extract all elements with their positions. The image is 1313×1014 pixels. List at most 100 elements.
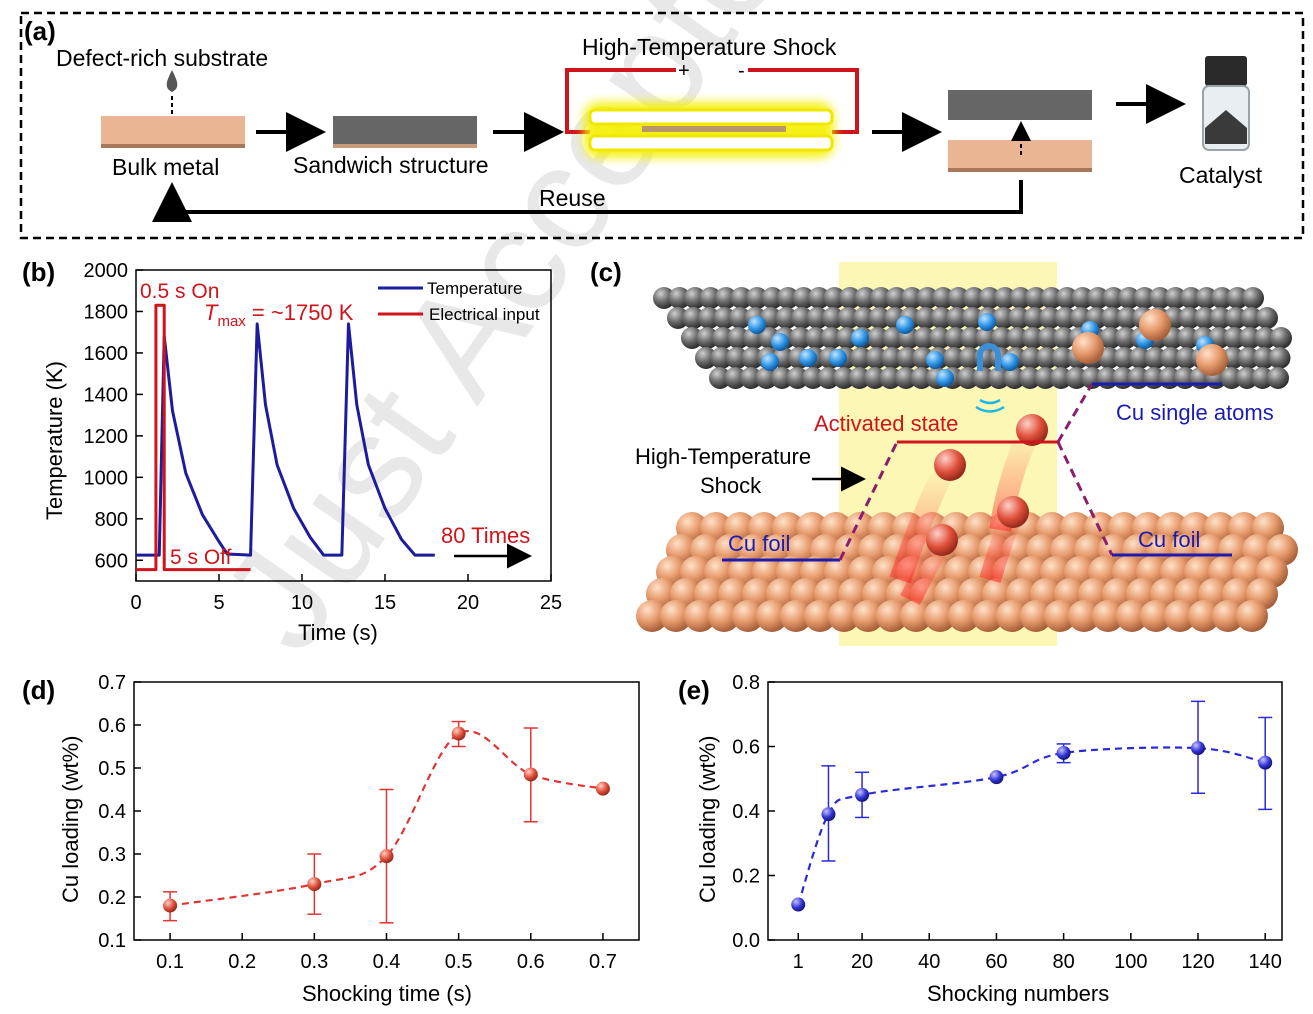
substrate-atom bbox=[741, 347, 764, 369]
y-tick-label: 0.5 bbox=[98, 758, 126, 780]
substrate-atom bbox=[1226, 287, 1249, 309]
substrate-atom bbox=[867, 327, 889, 349]
data-point bbox=[989, 770, 1004, 785]
substrate-atom bbox=[916, 287, 939, 309]
y-tick-label: 800 bbox=[95, 509, 128, 531]
substrate-atom bbox=[901, 287, 923, 309]
substrate-atom bbox=[1008, 307, 1030, 329]
x-tick-label: 40 bbox=[918, 951, 940, 973]
substrate-atom bbox=[1113, 347, 1136, 369]
substrate-atom bbox=[1223, 327, 1246, 349]
substrate-atom bbox=[910, 367, 933, 389]
substrate-atom bbox=[712, 327, 734, 349]
substrate-atom bbox=[848, 367, 871, 389]
hts-label-line2: Shock bbox=[700, 473, 762, 498]
data-point bbox=[451, 726, 466, 741]
x-tick-label: 140 bbox=[1249, 951, 1282, 973]
substrate-atom bbox=[1025, 287, 1047, 309]
substrate-atom bbox=[820, 327, 843, 349]
substrate-atom bbox=[1253, 347, 1275, 369]
substrate-atom bbox=[885, 287, 908, 309]
x-tick-label: 120 bbox=[1181, 951, 1214, 973]
panel-b-label: (b) bbox=[22, 257, 55, 287]
cu-foil-atom bbox=[852, 600, 884, 632]
substrate-atom bbox=[1019, 367, 1041, 389]
substrate-atom bbox=[868, 307, 891, 329]
substrate-atom bbox=[1251, 367, 1274, 389]
y-tick-label: 0.8 bbox=[732, 672, 760, 694]
substrate-atom bbox=[850, 347, 872, 369]
substrate-atom bbox=[682, 307, 705, 329]
substrate-atom bbox=[755, 367, 778, 389]
substrate-atom bbox=[1020, 347, 1043, 369]
substrate-atom bbox=[1178, 307, 1201, 329]
panel-b: (b) 0 5 10 15 20 25 600 800 1000 1200 1400 1600 1800… bbox=[22, 257, 562, 645]
hts-title: High-Temperature Shock bbox=[582, 34, 837, 60]
bulk-metal-block bbox=[101, 116, 245, 146]
substrate-atom bbox=[681, 327, 703, 349]
minus-sign: - bbox=[738, 60, 745, 82]
fit-curve bbox=[169, 730, 604, 907]
x-tick-label: 100 bbox=[1114, 951, 1147, 973]
substrate-atom bbox=[1175, 347, 1198, 369]
x-tick-label: 80 bbox=[1053, 951, 1075, 973]
substrate-atom bbox=[1037, 327, 1060, 349]
cu-foil-atom bbox=[828, 600, 860, 632]
substrate-atom bbox=[1211, 287, 1233, 309]
cu-foil-atom bbox=[1236, 600, 1268, 632]
defect-site bbox=[978, 313, 996, 331]
substrate-atom bbox=[988, 367, 1010, 389]
panel-a: (a) Defect-rich substrate Bulk metal San… bbox=[19, 11, 1305, 240]
cu-foil-atom bbox=[732, 600, 764, 632]
substrate-atom bbox=[715, 287, 737, 309]
y-tick-label: 1200 bbox=[84, 426, 129, 448]
substrate-atom bbox=[929, 327, 951, 349]
y-tick-label: 0.0 bbox=[732, 930, 760, 952]
droplet-icon bbox=[166, 70, 178, 92]
fit-curve bbox=[797, 746, 1266, 905]
substrate-atom bbox=[653, 287, 675, 309]
substrate-atom bbox=[1220, 367, 1243, 389]
chart-b-frame bbox=[135, 269, 552, 582]
data-point bbox=[523, 767, 538, 782]
catalyst-label: Catalyst bbox=[1179, 162, 1263, 188]
chart-b-axes: 0 5 10 15 20 25 600 800 1000 1200 1400 1600 1800 2000 bbox=[84, 260, 563, 614]
substrate-atom bbox=[837, 307, 860, 329]
substrate-atom bbox=[1053, 327, 1075, 349]
substrate-atom bbox=[1102, 287, 1125, 309]
substrate-atom bbox=[978, 287, 1001, 309]
substrate-atom bbox=[775, 307, 798, 329]
substrate-atom bbox=[1003, 367, 1026, 389]
series-temperature bbox=[136, 322, 435, 557]
cu-foil-atom bbox=[948, 600, 980, 632]
cu-foil-atom bbox=[1044, 600, 1076, 632]
x-tick-label: 20 bbox=[457, 592, 479, 614]
cu-foil-atom bbox=[1188, 600, 1220, 632]
substrate-atom bbox=[946, 307, 968, 329]
substrate-atom bbox=[1177, 327, 1199, 349]
substrate-atom bbox=[786, 367, 809, 389]
substrate-atom bbox=[1098, 347, 1120, 369]
cu-foil-atom bbox=[1116, 600, 1148, 632]
hts-plate-top bbox=[588, 108, 834, 126]
y-tick-label: 1600 bbox=[84, 343, 129, 365]
substrate-atom bbox=[958, 347, 981, 369]
substrate-atom bbox=[806, 307, 829, 329]
substrate-atom bbox=[1267, 367, 1289, 389]
substrate-atom bbox=[961, 307, 984, 329]
substrate-atom bbox=[1144, 347, 1167, 369]
panel-a-frame bbox=[19, 11, 1305, 240]
substrate-atom bbox=[1118, 287, 1140, 309]
cu-foil-atom bbox=[924, 600, 956, 632]
cu-single-atom bbox=[1139, 309, 1171, 341]
substrate-atom bbox=[805, 327, 827, 349]
substrate-atom bbox=[1039, 307, 1061, 329]
substrate-atom bbox=[960, 327, 982, 349]
y-tick-label: 2000 bbox=[84, 260, 129, 282]
substrate-atom bbox=[1194, 307, 1216, 329]
y-tick-label: 0.4 bbox=[732, 801, 760, 823]
substrate-atom bbox=[802, 367, 824, 389]
energy-drop-down bbox=[1056, 441, 1114, 556]
substrate-atom bbox=[1101, 307, 1123, 329]
substrate-atom bbox=[896, 347, 919, 369]
